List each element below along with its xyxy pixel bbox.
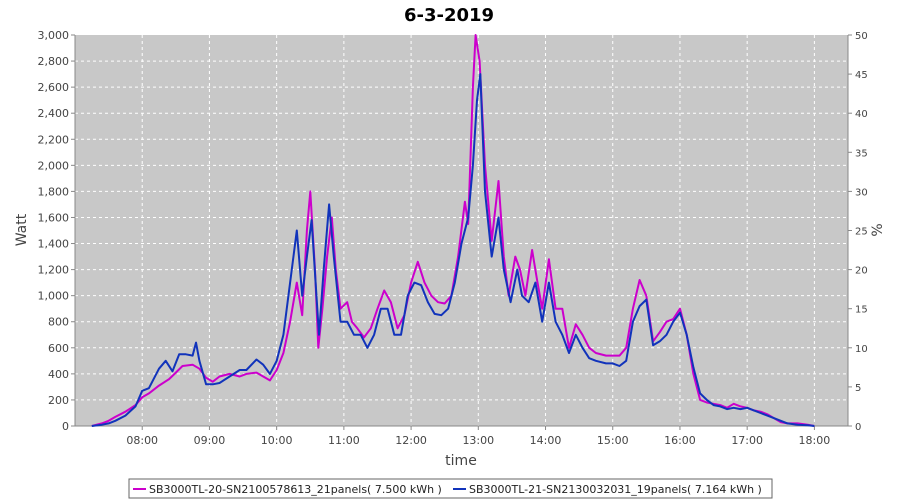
- x-tick-label: 09:00: [194, 434, 226, 447]
- legend-entry-series-1: SB3000TL-20-SN2100578613_21panels( 7.500…: [149, 483, 442, 496]
- y2-tick-label: 35: [855, 148, 868, 159]
- series-lines: [91, 34, 815, 427]
- y-axis-label: Watt: [14, 213, 30, 246]
- y-tick-label: 2,000: [38, 159, 70, 172]
- x-tick-label: 12:00: [395, 434, 427, 447]
- x-tick-label: 14:00: [530, 434, 562, 447]
- x-tick-label: 18:00: [799, 434, 831, 447]
- y2-axis-ticks: 0 5 10 15 20 25 30 35 40 45 50: [848, 31, 868, 433]
- legend-entry-series-2: SB3000TL-21-SN2130032031_19panels( 7.164…: [469, 483, 762, 496]
- y-tick-label: 1,600: [38, 211, 70, 224]
- x-axis-ticks: 08:00 09:00 10:00 11:00 12:00 13:00 14:00 15:00…: [126, 426, 830, 447]
- y2-tick-label: 45: [855, 70, 868, 81]
- y-tick-label: 3,000: [38, 29, 70, 42]
- y2-tick-label: 5: [855, 383, 861, 394]
- y-tick-label: 0: [62, 420, 69, 433]
- x-tick-label: 08:00: [126, 434, 158, 447]
- y2-tick-label: 25: [855, 227, 868, 238]
- y2-tick-label: 15: [855, 305, 868, 316]
- y-tick-label: 2,400: [38, 107, 70, 120]
- legend: SB3000TL-20-SN2100578613_21panels( 7.500…: [128, 478, 773, 499]
- y2-tick-label: 40: [855, 109, 868, 120]
- y-tick-label: 2,200: [38, 133, 70, 146]
- x-tick-label: 16:00: [664, 434, 696, 447]
- y2-axis-label: %: [870, 223, 886, 236]
- x-axis-label: time: [445, 453, 477, 469]
- y2-tick-label: 0: [855, 422, 861, 433]
- y-tick-label: 2,600: [38, 81, 70, 94]
- y2-tick-label: 10: [855, 344, 868, 355]
- y-tick-label: 2,800: [38, 55, 70, 68]
- y-tick-label: 1,200: [38, 264, 70, 277]
- y-axis-ticks: 0 200 400 600 800 1,000 1,200 1,400 1,600 1,800 2,…: [38, 29, 75, 433]
- y-tick-label: 600: [48, 342, 69, 355]
- legend-box: [128, 478, 773, 499]
- x-tick-label: 11:00: [328, 434, 360, 447]
- y2-tick-label: 30: [855, 187, 868, 198]
- y-tick-label: 800: [48, 316, 69, 329]
- y-tick-label: 1,400: [38, 238, 70, 251]
- chart-title: 6-3-2019: [404, 5, 494, 26]
- y-tick-label: 200: [48, 394, 69, 407]
- gridlines: [75, 35, 848, 426]
- series-line-2: [91, 73, 815, 427]
- x-tick-label: 10:00: [261, 434, 293, 447]
- x-tick-label: 17:00: [731, 434, 763, 447]
- y-tick-label: 1,800: [38, 185, 70, 198]
- y2-tick-label: 50: [855, 31, 868, 42]
- y-tick-label: 400: [48, 368, 69, 381]
- x-tick-label: 13:00: [462, 434, 494, 447]
- x-tick-label: 15:00: [597, 434, 629, 447]
- y2-tick-label: 20: [855, 266, 868, 277]
- y-tick-label: 1,000: [38, 290, 70, 303]
